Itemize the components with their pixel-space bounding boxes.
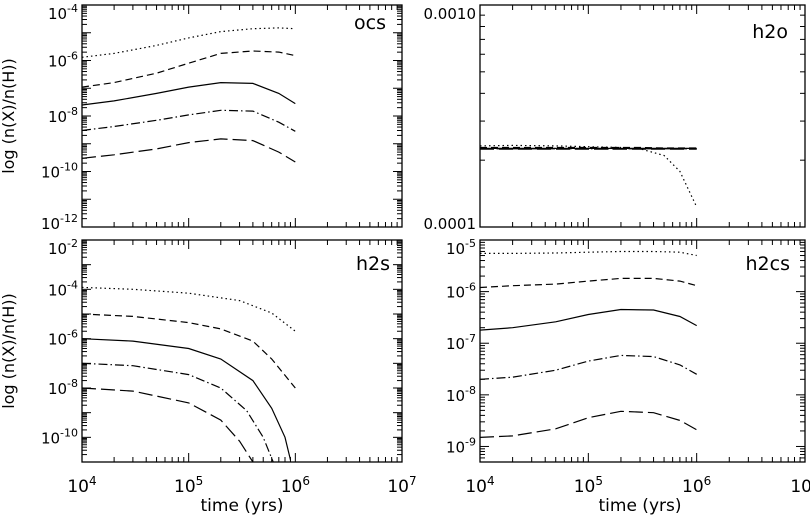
panel-title: ocs — [354, 12, 386, 34]
series-line-dash-dot — [82, 362, 274, 462]
y-tick-label: 10-4 — [48, 2, 78, 23]
series-line-long-dash — [480, 410, 697, 438]
panel-h2s: h2s log (n(X)/n(H)) time (yrs) 10-2 10-4 1… — [0, 237, 417, 516]
y-tick-label: 10-6 — [48, 328, 78, 349]
series-line-dash-dot — [480, 354, 697, 380]
series-line-solid — [480, 308, 697, 331]
plot-frame — [81, 239, 403, 463]
x-tick-label: 107 — [790, 474, 810, 497]
y-tick-label: 0.0010 — [424, 5, 477, 23]
series-line-dash-dot — [82, 109, 296, 132]
series-line-dotted — [480, 144, 698, 208]
series-line-short-dash — [480, 277, 697, 289]
x-tick-label: 104 — [67, 474, 96, 497]
y-tick-label: 10-8 — [48, 105, 78, 126]
x-tick-label: 105 — [574, 474, 603, 497]
x-tick-label: 104 — [465, 474, 494, 497]
y-tick-label: 10-6 — [48, 50, 78, 71]
series-line-solid — [82, 338, 292, 461]
y-tick-label: 10-4 — [48, 278, 78, 299]
y-tick-label: 10-5 — [446, 237, 476, 258]
y-tick-label: 0.0001 — [424, 215, 477, 233]
series-line-solid — [82, 81, 296, 106]
panel-h2o: h2o 0.0010 0.0001 — [424, 4, 806, 233]
x-axis-label: time (yrs) — [599, 496, 682, 516]
y-tick-label: 10-8 — [48, 377, 78, 398]
series-line-short-dash — [82, 313, 296, 389]
series-line-short-dash — [82, 50, 296, 88]
series-line-short-dash — [480, 146, 697, 149]
y-tick-label: 10-8 — [446, 384, 476, 405]
x-tick-label: 106 — [682, 474, 711, 497]
x-tick-label: 107 — [387, 474, 416, 497]
panel-ocs: ocs log (n(X)/n(H)) 10-4 10-6 10-8 10-10 10-… — [0, 2, 403, 233]
y-tick-label: 10-9 — [446, 435, 476, 456]
plot-frame — [479, 4, 806, 228]
series-line-long-dash — [82, 387, 254, 462]
panel-h2cs: h2cs time (yrs) 10-5 10-6 10-7 10-8 10-9 104 1… — [446, 237, 810, 516]
y-tick-label: 10-7 — [446, 332, 476, 353]
panel-title: h2o — [752, 21, 788, 43]
y-tick-label: 10-2 — [48, 237, 78, 258]
series-line-long-dash — [82, 138, 296, 163]
x-tick-label: 106 — [281, 474, 310, 497]
y-tick-label: 10-10 — [41, 426, 78, 447]
y-axis-label: log (n(X)/n(H)) — [0, 293, 18, 409]
y-axis-label: log (n(X)/n(H)) — [0, 58, 18, 174]
panel-title: h2cs — [746, 253, 790, 275]
x-axis-label: time (yrs) — [201, 496, 284, 516]
y-tick-label: 10-12 — [41, 212, 78, 233]
y-tick-label: 10-10 — [41, 161, 78, 182]
y-tick-label: 10-6 — [446, 281, 476, 302]
x-tick-label: 105 — [174, 474, 203, 497]
panel-title: h2s — [356, 253, 390, 275]
